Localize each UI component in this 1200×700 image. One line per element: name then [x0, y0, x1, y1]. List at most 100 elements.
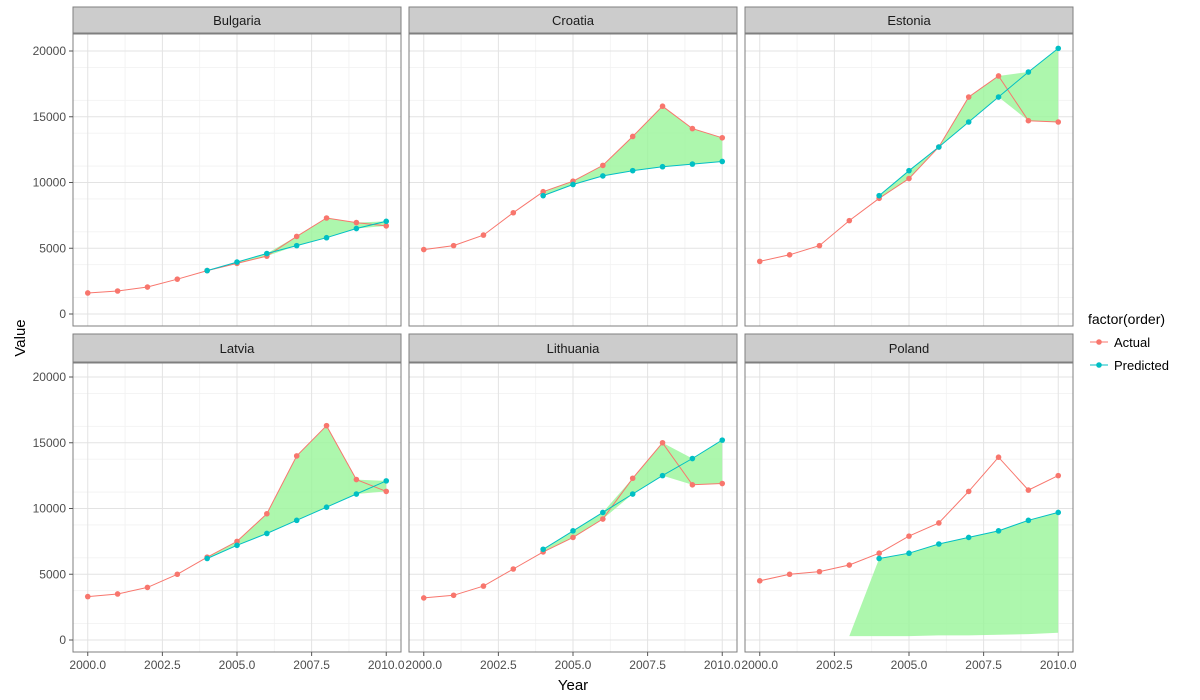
actual-point [510, 209, 517, 216]
predicted-point [264, 250, 270, 257]
x-tick-label: 2005.0 [891, 658, 928, 672]
x-tick-label: 2007.5 [293, 658, 330, 672]
actual-point [353, 219, 360, 226]
legend-entry-predicted: Predicted [1088, 354, 1169, 376]
actual-point [293, 453, 300, 459]
predicted-point [234, 259, 240, 265]
actual-point [1055, 472, 1062, 479]
predicted-point [629, 167, 636, 174]
facet-panel-croatia: Croatia [408, 6, 738, 327]
actual-point [756, 258, 763, 265]
predicted-point [600, 173, 606, 179]
actual-point [659, 439, 666, 446]
actual-point [629, 133, 636, 140]
y-tick-label: 10000 [33, 176, 67, 190]
facet-strip [744, 6, 1074, 34]
facet-panel-lithuania: Lithuania [408, 333, 738, 653]
predicted-point [906, 550, 912, 557]
facet-strip-label: Estonia [887, 13, 931, 28]
facet-panel-latvia: Latvia [72, 333, 402, 653]
predicted-point [936, 144, 942, 150]
grid [73, 363, 401, 652]
predicted-point [353, 491, 360, 497]
y-tick-label: 5000 [39, 567, 66, 581]
actual-point [756, 578, 763, 584]
y-tick-label: 20000 [33, 44, 67, 58]
actual-point [144, 584, 151, 591]
predicted-point [689, 455, 696, 462]
predicted-point [1055, 509, 1062, 516]
predicted-point [234, 542, 240, 549]
y-tick-label: 20000 [33, 370, 67, 384]
x-tick-label: 2000.0 [741, 658, 778, 672]
x-tick-label: 2007.5 [629, 658, 666, 672]
actual-point [114, 288, 121, 294]
predicted-point [293, 242, 300, 249]
predicted-point [570, 528, 576, 534]
x-tick-label: 2010.0 [1040, 658, 1077, 672]
y-tick-label: 0 [59, 307, 66, 321]
actual-point [144, 284, 151, 290]
facet-strip [744, 333, 1074, 363]
predicted-point [1025, 69, 1032, 75]
actual-point [600, 516, 606, 522]
actual-point [540, 188, 546, 195]
predicted-point [540, 546, 546, 553]
legend-entry-actual: Actual [1088, 331, 1150, 353]
difference-ribbon [543, 440, 723, 552]
predicted-point [540, 192, 546, 199]
legend-entries: Actual Predicted [1088, 331, 1169, 376]
actual-point [383, 223, 390, 229]
actual-point [846, 217, 853, 224]
actual-point [689, 125, 696, 132]
predicted-point [323, 504, 330, 510]
y-tick-label: 15000 [33, 436, 67, 450]
x-tick-label: 2002.5 [480, 658, 517, 672]
predicted-point [936, 541, 942, 547]
difference-ribbon [207, 425, 387, 559]
actual-point [816, 242, 823, 249]
difference-ribbon [543, 106, 723, 196]
actual-point [1025, 117, 1032, 124]
predicted-point [659, 163, 666, 170]
predicted-point [689, 161, 696, 167]
grid [745, 34, 1073, 326]
actual-point [174, 276, 181, 282]
predicted-point [600, 509, 606, 516]
actual-point [293, 233, 300, 240]
predicted-point [876, 555, 882, 562]
actual-point [420, 595, 427, 601]
facet-strip [72, 6, 402, 34]
actual-point [846, 562, 853, 568]
difference-ribbon [849, 512, 1059, 637]
x-tick-label: 2007.5 [965, 658, 1002, 672]
actual-point [234, 538, 240, 545]
x-tick-label: 2005.0 [555, 658, 592, 672]
actual-point [965, 94, 972, 100]
facet-strip-label: Croatia [552, 13, 595, 28]
actual-point [876, 550, 882, 557]
actual-point [906, 175, 912, 182]
actual-point [629, 475, 636, 482]
predicted-point [995, 528, 1002, 534]
facet-panel-estonia: Estonia [744, 6, 1074, 327]
predicted-point [204, 555, 210, 562]
facet-panel-bulgaria: Bulgaria [72, 6, 402, 327]
facet-strip-label: Latvia [220, 341, 255, 356]
predicted-point [264, 530, 270, 537]
panel-border [408, 33, 738, 327]
actual-point [420, 246, 427, 253]
facet-strip-label: Poland [889, 341, 929, 356]
actual-point [570, 534, 576, 541]
actual-point [114, 591, 121, 597]
actual-point [450, 242, 457, 249]
actual-point [510, 566, 517, 572]
x-tick-label: 2002.5 [816, 658, 853, 672]
predicted-point [995, 94, 1002, 100]
actual-point [383, 488, 390, 495]
predicted-point [965, 119, 972, 125]
actual-point [689, 482, 696, 488]
facet-panel-poland: Poland [744, 333, 1074, 653]
predicted-point [383, 218, 390, 225]
